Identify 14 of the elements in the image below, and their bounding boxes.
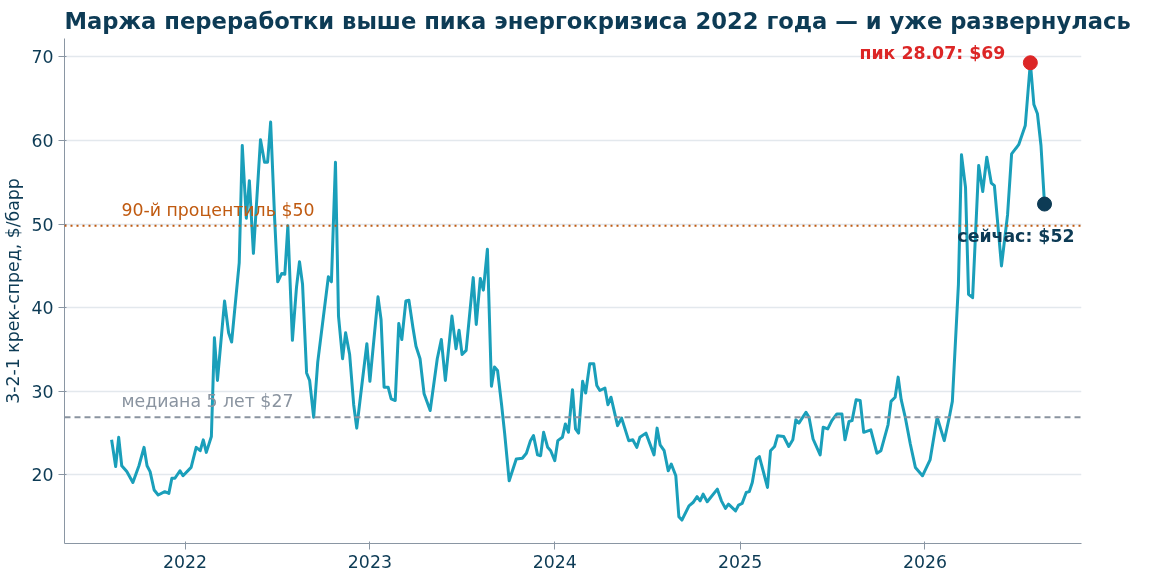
x-tick-label: 2023 — [347, 551, 392, 570]
y-tick-label: 30 — [31, 381, 54, 402]
x-tick-label: 2025 — [718, 551, 763, 570]
annotation: пик 28.07: $69 — [859, 42, 1006, 63]
y-axis-title: 3-2-1 крек-спред, $/барр — [3, 178, 24, 404]
y-tick-label: 60 — [31, 131, 54, 151]
y-tick-label: 40 — [31, 298, 54, 319]
x-tick-label: 2024 — [532, 551, 577, 570]
x-tick-label: 2026 — [902, 551, 948, 570]
y-tick-label: 50 — [31, 214, 54, 235]
y-tick-label: 20 — [31, 465, 54, 486]
chart-title: Маржа переработки выше пика энергокризиса 2022 года — и уже развернулась — [64, 7, 1131, 34]
y-tick-label: 70 — [31, 47, 54, 68]
x-tick-label: 2022 — [162, 551, 208, 570]
